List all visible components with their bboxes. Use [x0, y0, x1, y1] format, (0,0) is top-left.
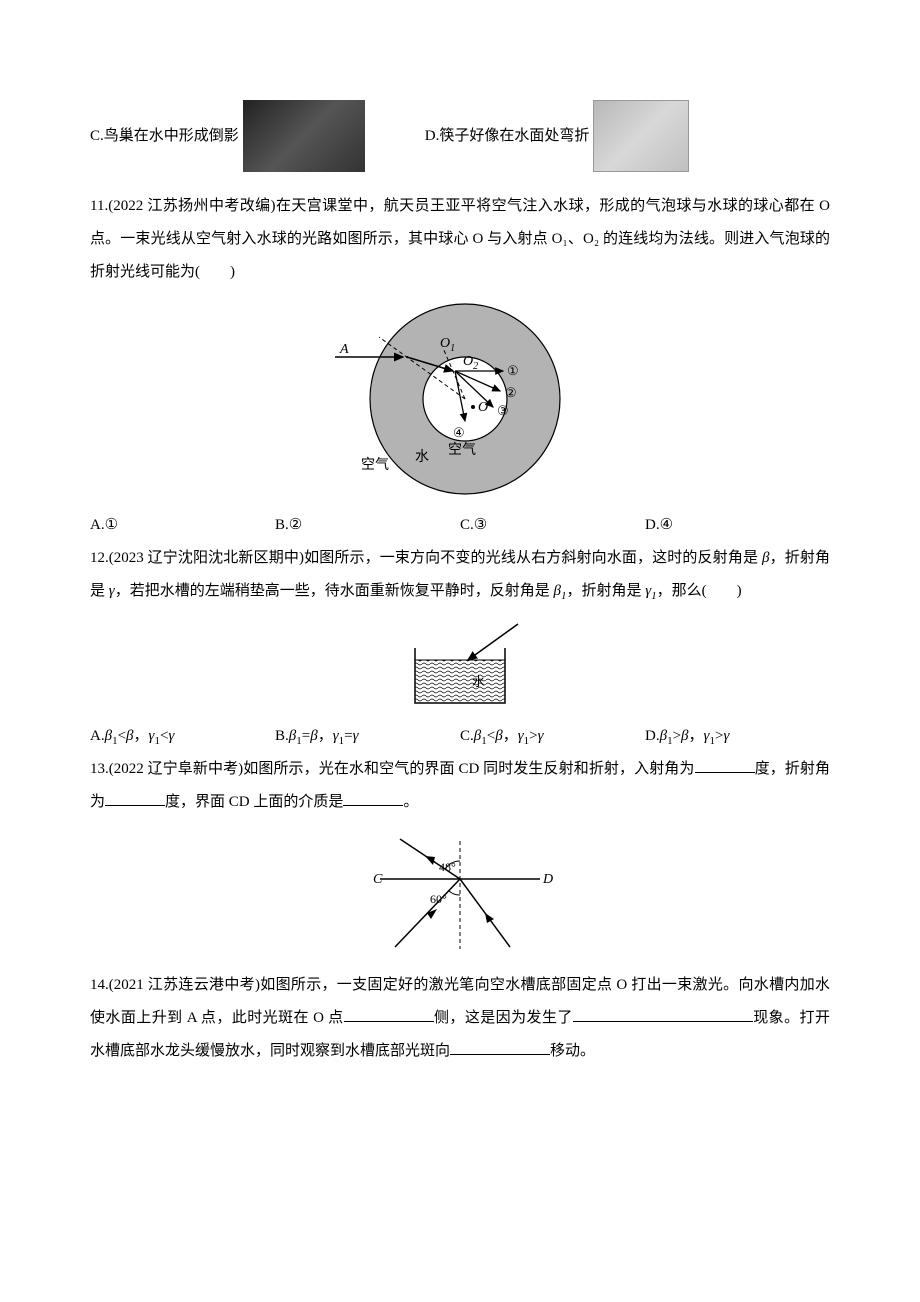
label-A: A [339, 342, 349, 357]
q13-blank2 [105, 791, 165, 806]
q13-blank1 [695, 758, 755, 773]
angle-48: 48° [439, 860, 456, 874]
option-d-label: D.筷子好像在水面处弯折 [425, 120, 590, 153]
q12-gamma1: γ1 [645, 583, 656, 599]
q11-opt-d: D.④ [645, 509, 830, 542]
option-c-image [243, 100, 365, 172]
q12-m2: ，若把水槽的左端稍垫高一些，待水面重新恢复平静时，反射角是 [115, 583, 554, 599]
q14-end: 移动。 [550, 1043, 595, 1059]
q13-end: 。 [403, 794, 418, 810]
q12-diagram-wrap: 水 [90, 618, 830, 710]
q12-opt-b: B.β1=β，γ1=γ [275, 720, 460, 753]
q12-diagram: 水 [390, 618, 530, 710]
label-water: 水 [415, 449, 429, 465]
q11-opt-a: A.① [90, 509, 275, 542]
label-O: O [478, 400, 488, 415]
q12-end: ，那么( ) [657, 583, 742, 599]
q13-blank3 [343, 791, 403, 806]
option-c-label: C.鸟巢在水中形成倒影 [90, 120, 239, 153]
ray3-label: ③ [497, 403, 509, 418]
q12-text: 12.(2023 辽宁沈阳沈北新区期中)如图所示，一束方向不变的光线从右方斜射向… [90, 542, 830, 608]
q11-opt-b: B.② [275, 509, 460, 542]
q13-diagram: C D 48° 60° [345, 829, 575, 959]
q13-m2: 度，界面 CD 上面的介质是 [165, 794, 343, 810]
options-cd-row: C.鸟巢在水中形成倒影 D.筷子好像在水面处弯折 [90, 100, 830, 172]
label-C: C [373, 872, 383, 887]
q13-pre: 13.(2022 辽宁阜新中考)如图所示，光在水和空气的界面 CD 同时发生反射… [90, 761, 695, 777]
q12-opt-a: A.β1<β，γ1<γ [90, 720, 275, 753]
q14-blank1 [344, 1007, 434, 1022]
ray1-label: ① [507, 363, 519, 378]
ray2-label: ② [505, 385, 517, 400]
label-air-out: 空气 [361, 457, 389, 473]
q11-diagram-wrap: A O1 O2 ① ② ③ ④ O 空气 水 空气 [90, 299, 830, 499]
q11-text: 11.(2022 江苏扬州中考改编)在天宫课堂中，航天员王亚平将空气注入水球，形… [90, 190, 830, 289]
q12-m3: ，折射角是 [566, 583, 645, 599]
option-c: C.鸟巢在水中形成倒影 [90, 100, 365, 172]
q14-m1: 侧，这是因为发生了 [434, 1010, 573, 1026]
q12-beta1: β1 [553, 583, 566, 599]
label-D: D [542, 872, 553, 887]
q14-blank2 [573, 1007, 753, 1022]
q13-diagram-wrap: C D 48° 60° [90, 829, 830, 959]
q14-text: 14.(2021 江苏连云港中考)如图所示，一支固定好的激光笔向空水槽底部固定点… [90, 969, 830, 1068]
q14-blank3 [450, 1040, 550, 1055]
option-d-image [593, 100, 689, 172]
ray4-label: ④ [453, 425, 465, 440]
option-d: D.筷子好像在水面处弯折 [425, 100, 690, 172]
q12-options: A.β1<β，γ1<γ B.β1=β，γ1=γ C.β1<β，γ1>γ D.β1… [90, 720, 830, 753]
q12-opt-c: C.β1<β，γ1>γ [460, 720, 645, 753]
q11-opt-c: C.③ [460, 509, 645, 542]
label-air-in: 空气 [448, 442, 476, 458]
q11-options: A.① B.② C.③ D.④ [90, 509, 830, 542]
q12-opt-d: D.β1>β，γ1>γ [645, 720, 830, 753]
q11-diagram: A O1 O2 ① ② ③ ④ O 空气 水 空气 [325, 299, 595, 499]
q12-pre: 12.(2023 辽宁沈阳沈北新区期中)如图所示，一束方向不变的光线从右方斜射向… [90, 550, 762, 566]
q13-text: 13.(2022 辽宁阜新中考)如图所示，光在水和空气的界面 CD 同时发生反射… [90, 753, 830, 819]
angle-60: 60° [430, 892, 447, 906]
q12-water-label: 水 [472, 674, 485, 689]
